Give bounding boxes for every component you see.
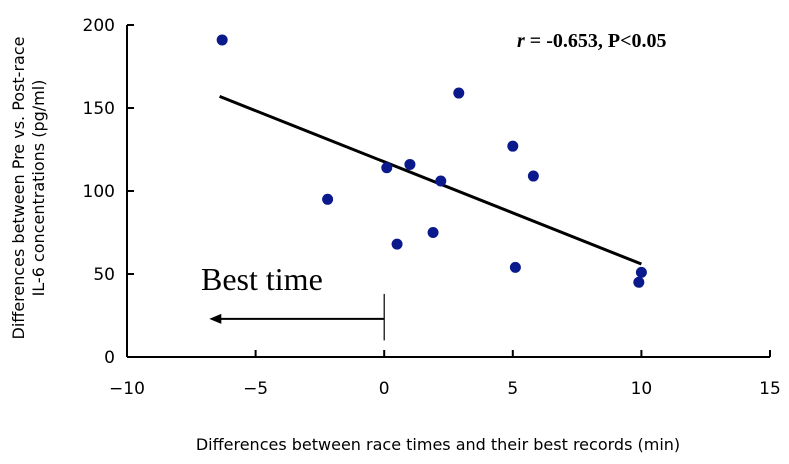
data-point <box>635 266 647 278</box>
best-time-arrowhead <box>209 313 222 324</box>
x-axis-title: Differences between race times and their… <box>196 435 680 454</box>
x-tick-label: 15 <box>759 379 781 399</box>
data-point <box>381 162 393 174</box>
y-axis-title: Differences between Pre vs. Post-race IL… <box>9 37 48 340</box>
trendline-group <box>219 94 642 266</box>
y-tick-label: 100 <box>83 182 115 202</box>
x-tick-label: −5 <box>243 379 268 399</box>
data-point <box>509 261 521 273</box>
data-point <box>216 34 228 46</box>
r-symbol: r <box>517 30 525 52</box>
data-points <box>216 34 647 288</box>
y-tick-label: 150 <box>83 99 115 119</box>
best-time-annotation: Best time <box>201 261 385 341</box>
x-tick-label: 0 <box>379 379 390 399</box>
y-tick-label: 200 <box>83 16 115 36</box>
data-point <box>527 170 539 182</box>
y-tick-label: 50 <box>93 265 115 285</box>
y-axis-title-line2: IL-6 concentrations (pg/ml) <box>29 80 48 297</box>
data-point <box>435 175 447 187</box>
data-point <box>427 227 439 238</box>
data-point <box>633 276 645 288</box>
data-point <box>322 193 334 205</box>
stat-rest: = -0.653, P<0.05 <box>525 30 667 52</box>
best-time-label: Best time <box>201 261 323 297</box>
y-tick-label: 0 <box>104 348 115 368</box>
trendline <box>219 94 642 266</box>
data-point <box>507 140 519 152</box>
y-axis-title-line1: Differences between Pre vs. Post-race <box>9 37 28 340</box>
data-point <box>404 158 416 170</box>
x-tick-label: −10 <box>109 379 145 399</box>
correlation-label: r = -0.653, P<0.05 <box>517 30 666 52</box>
x-tick-label: 10 <box>631 379 653 399</box>
data-point <box>453 87 465 99</box>
axes <box>126 25 770 358</box>
x-tick-label: 5 <box>507 379 518 399</box>
data-point <box>391 238 403 250</box>
